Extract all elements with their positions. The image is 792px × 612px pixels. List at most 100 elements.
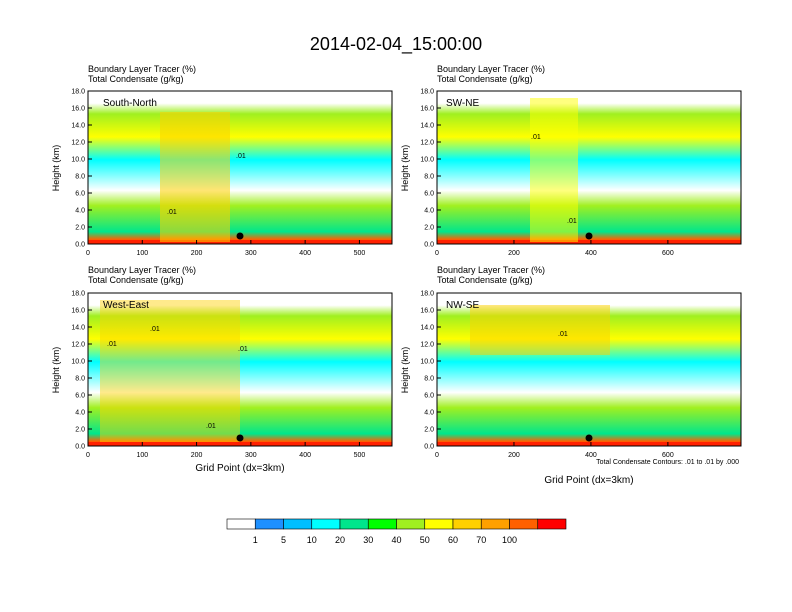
y-axis-label: Height (km): [400, 347, 410, 394]
y-tick-label: 6.0: [75, 191, 85, 198]
panel-south-north: Boundary Layer Tracer (%) Total Condensa…: [51, 64, 393, 257]
y-tick-label: 12.0: [420, 140, 434, 147]
colorbar-label: 70: [476, 535, 486, 545]
colorbar-label: 30: [363, 535, 373, 545]
y-axis: 0.0 2.0 4.0 6.0 8.0 10.0 12.0 14.0 16.0 18.0: [71, 89, 92, 249]
x-tick-label: 600: [662, 452, 674, 459]
y-tick-label: 8.0: [75, 174, 85, 181]
y-tick-label: 14.0: [420, 123, 434, 130]
y-tick-label: 4.0: [75, 208, 85, 215]
y-tick-label: 18.0: [71, 89, 85, 96]
plot-field: [437, 91, 741, 244]
colorbar-box: [537, 518, 567, 530]
x-axis-label: Grid Point (dx=3km): [195, 463, 284, 474]
y-axis-label: Height (km): [51, 347, 61, 394]
colorbar-label: 10: [307, 535, 317, 545]
x-tick-label: 200: [508, 250, 520, 257]
y-tick-label: 18.0: [420, 291, 434, 298]
y-axis: 0.0 2.0 4.0 6.0 8.0 10.0 12.0 14.0 16.0 18.0: [420, 291, 441, 451]
y-tick-label: 12.0: [420, 342, 434, 349]
colorbar-label: 5: [281, 535, 286, 545]
y-tick-label: 4.0: [424, 208, 434, 215]
colorbar-box: [509, 518, 539, 530]
boundary-layer-band: [88, 240, 392, 244]
convective-column: [470, 305, 610, 355]
y-axis: 0.0 2.0 4.0 6.0 8.0 10.0 12.0 14.0 16.0 18.0: [71, 291, 92, 451]
y-axis-label: Height (km): [51, 145, 61, 192]
colorbar-box: [283, 518, 313, 530]
colorbar-label: 20: [335, 535, 345, 545]
boundary-layer-band: [437, 442, 741, 446]
location-marker: [585, 434, 593, 442]
y-axis-label: Height (km): [400, 145, 410, 192]
boundary-layer-band: [437, 240, 741, 244]
figure-title: 2014-02-04_15:00:00: [310, 34, 482, 55]
plot-frame: [87, 90, 393, 245]
panel-title-line1: Boundary Layer Tracer (%): [88, 64, 196, 74]
y-tick-label: 10.0: [71, 157, 85, 164]
x-tick-label: 200: [191, 250, 203, 257]
colorbar-label: 40: [391, 535, 401, 545]
convective-column: [100, 300, 240, 442]
boundary-layer-band: [88, 442, 392, 446]
contour-label: .01: [150, 326, 160, 333]
plot-frame: [436, 90, 742, 245]
panel-title-line2: Total Condensate (g/kg): [88, 74, 184, 84]
y-tick-label: 6.0: [424, 393, 434, 400]
convective-column: [160, 112, 230, 242]
y-tick-label: 8.0: [424, 174, 434, 181]
x-tick-label: 400: [585, 250, 597, 257]
x-tick-label: 300: [245, 452, 257, 459]
colorbar-label: 50: [420, 535, 430, 545]
y-tick-label: 12.0: [71, 140, 85, 147]
convective-column: [530, 98, 578, 242]
y-tick-label: 4.0: [75, 410, 85, 417]
x-tick-label: 200: [508, 452, 520, 459]
panel-title-line2: Total Condensate (g/kg): [437, 275, 533, 285]
y-tick-label: 6.0: [424, 191, 434, 198]
panel-title-line2: Total Condensate (g/kg): [88, 275, 184, 285]
colorbar-box: [396, 518, 426, 530]
y-tick-label: 12.0: [71, 342, 85, 349]
y-tick-label: 14.0: [71, 325, 85, 332]
y-tick-label: 6.0: [75, 393, 85, 400]
y-tick-label: 18.0: [71, 291, 85, 298]
x-tick-label: 200: [191, 452, 203, 459]
colorbar-box: [339, 518, 369, 530]
x-tick-label: 500: [354, 452, 366, 459]
y-tick-label: 0.0: [75, 242, 85, 249]
colorbar-box: [311, 518, 341, 530]
colorbar: 1 5 10 20 30 40 50 60 70 100: [226, 518, 567, 545]
colorbar-label: 60: [448, 535, 458, 545]
panel-nw-se: Boundary Layer Tracer (%) Total Condensa…: [400, 265, 742, 486]
colorbar-box: [480, 518, 510, 530]
x-tick-label: 400: [299, 452, 311, 459]
panel-label: South-North: [103, 98, 157, 109]
panel-label: NW-SE: [446, 300, 479, 311]
colorbar-box: [424, 518, 454, 530]
panel-title-line1: Boundary Layer Tracer (%): [437, 64, 545, 74]
colorbar-label: 100: [502, 535, 517, 545]
plot-frame: [87, 292, 393, 447]
y-tick-label: 10.0: [420, 359, 434, 366]
contour-label: .01: [107, 341, 117, 348]
y-tick-label: 18.0: [420, 89, 434, 96]
x-tick-label: 300: [245, 250, 257, 257]
colorbar-box: [226, 518, 256, 530]
y-tick-label: 2.0: [75, 427, 85, 434]
location-marker: [236, 232, 244, 240]
colorbar-box: [254, 518, 284, 530]
plot-field: [88, 293, 392, 446]
contour-note: Total Condensate Contours: .01 to .01 by…: [596, 459, 739, 466]
y-tick-label: 0.0: [424, 242, 434, 249]
x-axis: 0 100 200 300 400 500: [86, 240, 365, 257]
x-tick-label: 100: [136, 452, 148, 459]
x-axis: 0 100 200 300 400 500: [86, 442, 365, 459]
panel-label: SW-NE: [446, 98, 479, 109]
x-axis: 0 200 400 600: [435, 240, 674, 257]
y-tick-label: 14.0: [71, 123, 85, 130]
y-tick-label: 8.0: [424, 376, 434, 383]
x-tick-label: 0: [86, 452, 90, 459]
y-tick-label: 2.0: [424, 427, 434, 434]
y-tick-label: 10.0: [420, 157, 434, 164]
